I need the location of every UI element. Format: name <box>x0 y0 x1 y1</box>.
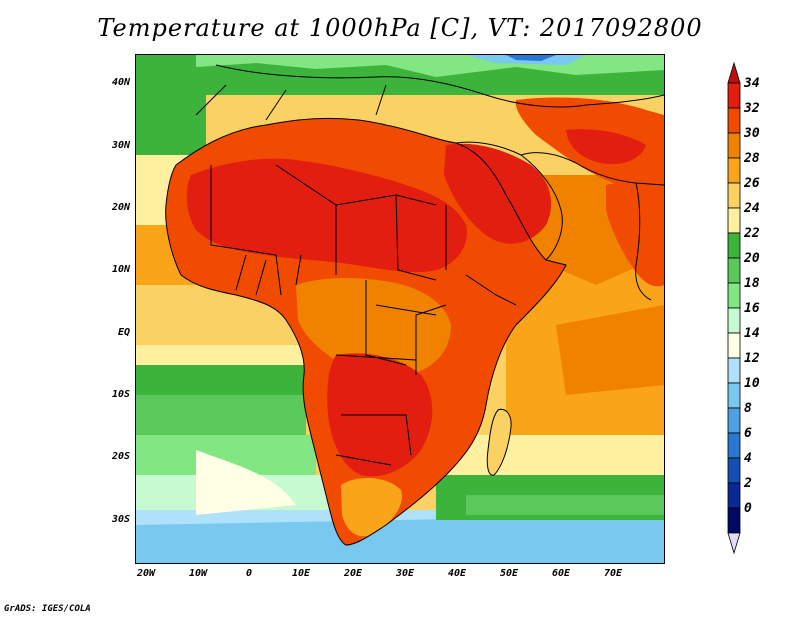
temperature-map <box>136 55 664 563</box>
lon-tick-20w: 20W <box>136 568 156 579</box>
lat-tick-40n: 40N <box>111 77 130 88</box>
lat-tick-20n: 20N <box>111 202 130 213</box>
lat-tick-30n: 30N <box>111 140 130 151</box>
colorbar-label-8: 8 <box>744 401 752 416</box>
colorbar-cell <box>727 282 741 309</box>
temperature-colorbar <box>727 61 741 555</box>
lat-tick-10s: 10S <box>111 389 130 400</box>
colorbar-label-14: 14 <box>744 326 760 341</box>
lon-tick-70e: 70E <box>603 568 623 579</box>
lat-tick-10n: 10N <box>111 264 130 275</box>
colorbar-label-0: 0 <box>744 501 752 516</box>
colorbar-label-20: 20 <box>744 251 760 266</box>
lon-tick-30e: 30E <box>395 568 415 579</box>
colorbar-cell <box>727 307 741 334</box>
lon-tick-20e: 20E <box>343 568 363 579</box>
colorbar-cell <box>727 382 741 409</box>
colorbar-cell <box>727 182 741 209</box>
map-title: Temperature at 1000hPa [C], VT: 20170928… <box>97 14 703 42</box>
colorbar-cell <box>727 357 741 384</box>
grads-credit: GrADS: IGES/COLA <box>4 604 91 614</box>
colorbar-label-22: 22 <box>744 226 760 241</box>
colorbar-cell <box>727 332 741 359</box>
lon-tick-10w: 10W <box>188 568 208 579</box>
lon-tick-10e: 10E <box>291 568 311 579</box>
colorbar-cell <box>727 457 741 484</box>
colorbar-label-18: 18 <box>744 276 760 291</box>
map-plot-area <box>135 54 665 564</box>
colorbar-cell <box>727 107 741 134</box>
colorbar-cell <box>727 257 741 284</box>
colorbar-arrow-low <box>727 532 741 555</box>
colorbar-label-2: 2 <box>744 476 752 491</box>
colorbar-label-10: 10 <box>744 376 760 391</box>
lon-tick-50e: 50E <box>499 568 519 579</box>
colorbar-label-26: 26 <box>744 176 760 191</box>
colorbar-label-12: 12 <box>744 351 760 366</box>
lon-tick-40e: 40E <box>447 568 467 579</box>
colorbar-label-28: 28 <box>744 151 760 166</box>
colorbar-label-32: 32 <box>744 101 760 116</box>
colorbar-cell <box>727 232 741 259</box>
colorbar-cell <box>727 207 741 234</box>
colorbar-label-6: 6 <box>744 426 752 441</box>
colorbar-label-24: 24 <box>744 201 760 216</box>
lon-tick-60e: 60E <box>551 568 571 579</box>
lat-tick-30s: 30S <box>111 514 130 525</box>
colorbar-cell <box>727 157 741 184</box>
colorbar-cell <box>727 407 741 434</box>
colorbar-cell <box>727 82 741 109</box>
colorbar-label-16: 16 <box>744 301 760 316</box>
coastline-layer <box>165 64 664 546</box>
colorbar-cell <box>727 432 741 459</box>
colorbar-label-34: 34 <box>744 76 760 91</box>
colorbar-label-4: 4 <box>744 451 752 466</box>
lat-tick-eq: EQ <box>117 327 130 338</box>
lon-tick-0: 0 <box>245 568 253 579</box>
colorbar-cell <box>727 482 741 509</box>
colorbar-arrow-high <box>727 61 741 84</box>
colorbar-cell <box>727 132 741 159</box>
colorbar-label-30: 30 <box>744 126 760 141</box>
colorbar-cell <box>727 507 741 534</box>
lat-tick-20s: 20S <box>111 451 130 462</box>
